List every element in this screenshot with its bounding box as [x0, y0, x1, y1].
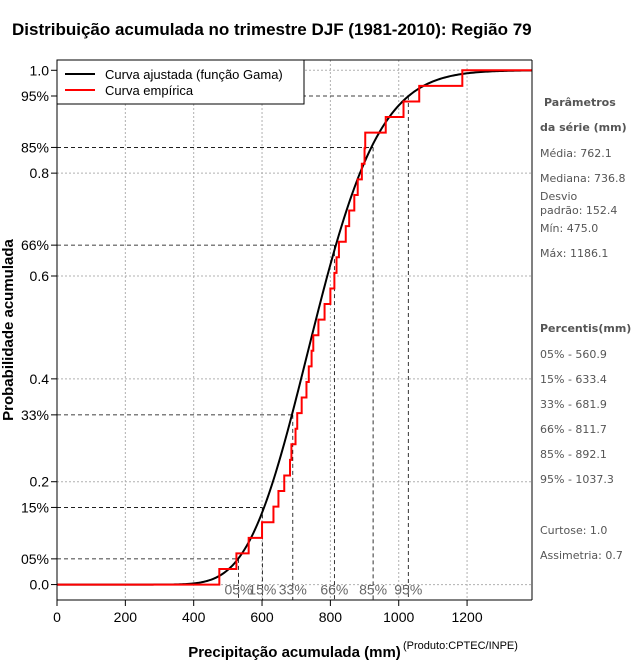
percentile-marker-label: 85%	[359, 582, 387, 598]
y-tick-label: 85%	[21, 139, 49, 155]
x-tick-label: 200	[114, 609, 138, 625]
y-tick-label: 05%	[21, 551, 49, 567]
y-tick-label: 95%	[21, 88, 49, 104]
stat-min: Mín: 475.0	[540, 222, 599, 235]
y-tick-label: 0.2	[30, 474, 50, 490]
stat-max: Máx: 1186.1	[540, 247, 609, 260]
y-tick-label: 15%	[21, 499, 49, 515]
percentile-marker-label: 95%	[394, 582, 422, 598]
stat-mediana: Mediana: 736.8	[540, 172, 626, 185]
x-axis-label: Precipitação acumulada (mm)	[188, 644, 401, 660]
params-header-line2: da série (mm)	[540, 121, 627, 134]
x-tick-label: 800	[319, 609, 343, 625]
stat-assimetria: Assimetria: 0.7	[540, 549, 623, 562]
percentil-05: 05% - 560.9	[540, 348, 607, 361]
percentile-marker-label: 05%	[224, 582, 252, 598]
chart-title: Distribuição acumulada no trimestre DJF …	[12, 20, 532, 39]
credit-note: (Produto:CPTEC/INPE)	[403, 640, 518, 652]
percentile-marker-label: 15%	[248, 582, 276, 598]
x-tick-label: 1000	[383, 609, 414, 625]
legend-entry-label: Curva empírica	[105, 83, 194, 98]
x-tick-label: 600	[250, 609, 274, 625]
legend: Curva ajustada (função Gama)Curva empíri…	[56, 59, 305, 105]
x-tick-label: 0	[53, 609, 61, 625]
x-tick-label: 1200	[451, 609, 482, 625]
y-tick-label: 0.4	[30, 371, 50, 387]
y-axis-label: Probabilidade acumulada	[0, 238, 17, 420]
stat-media: Média: 762.1	[540, 147, 612, 160]
percentil-85: 85% - 892.1	[540, 448, 607, 461]
y-tick-label: 0.0	[30, 577, 50, 593]
percentis-header: Percentis(mm)	[540, 322, 632, 335]
percentil-95: 95% - 1037.3	[540, 473, 614, 486]
y-tick-label: 0.6	[30, 268, 50, 284]
x-tick-label: 400	[182, 609, 206, 625]
y-tick-label: 66%	[21, 237, 49, 253]
stat-curtose: Curtose: 1.0	[540, 524, 608, 537]
y-tick-label: 1.0	[30, 62, 50, 78]
percentile-marker-label: 33%	[279, 582, 307, 598]
legend-entry-label: Curva ajustada (função Gama)	[105, 67, 283, 82]
stat-desvio-line2: padrão: 152.4	[540, 204, 618, 217]
y-tick-label: 33%	[21, 407, 49, 423]
stat-desvio-line1: Desvio	[540, 190, 578, 203]
percentil-15: 15% - 633.4	[540, 373, 607, 386]
percentile-marker-label: 66%	[320, 582, 348, 598]
legend-box	[56, 59, 305, 105]
y-tick-label: 0.8	[30, 165, 50, 181]
empirical-step-curve	[56, 69, 533, 586]
percentil-33: 33% - 681.9	[540, 398, 607, 411]
percentil-66: 66% - 811.7	[540, 423, 607, 436]
params-header-line1: Parâmetros	[544, 96, 616, 109]
